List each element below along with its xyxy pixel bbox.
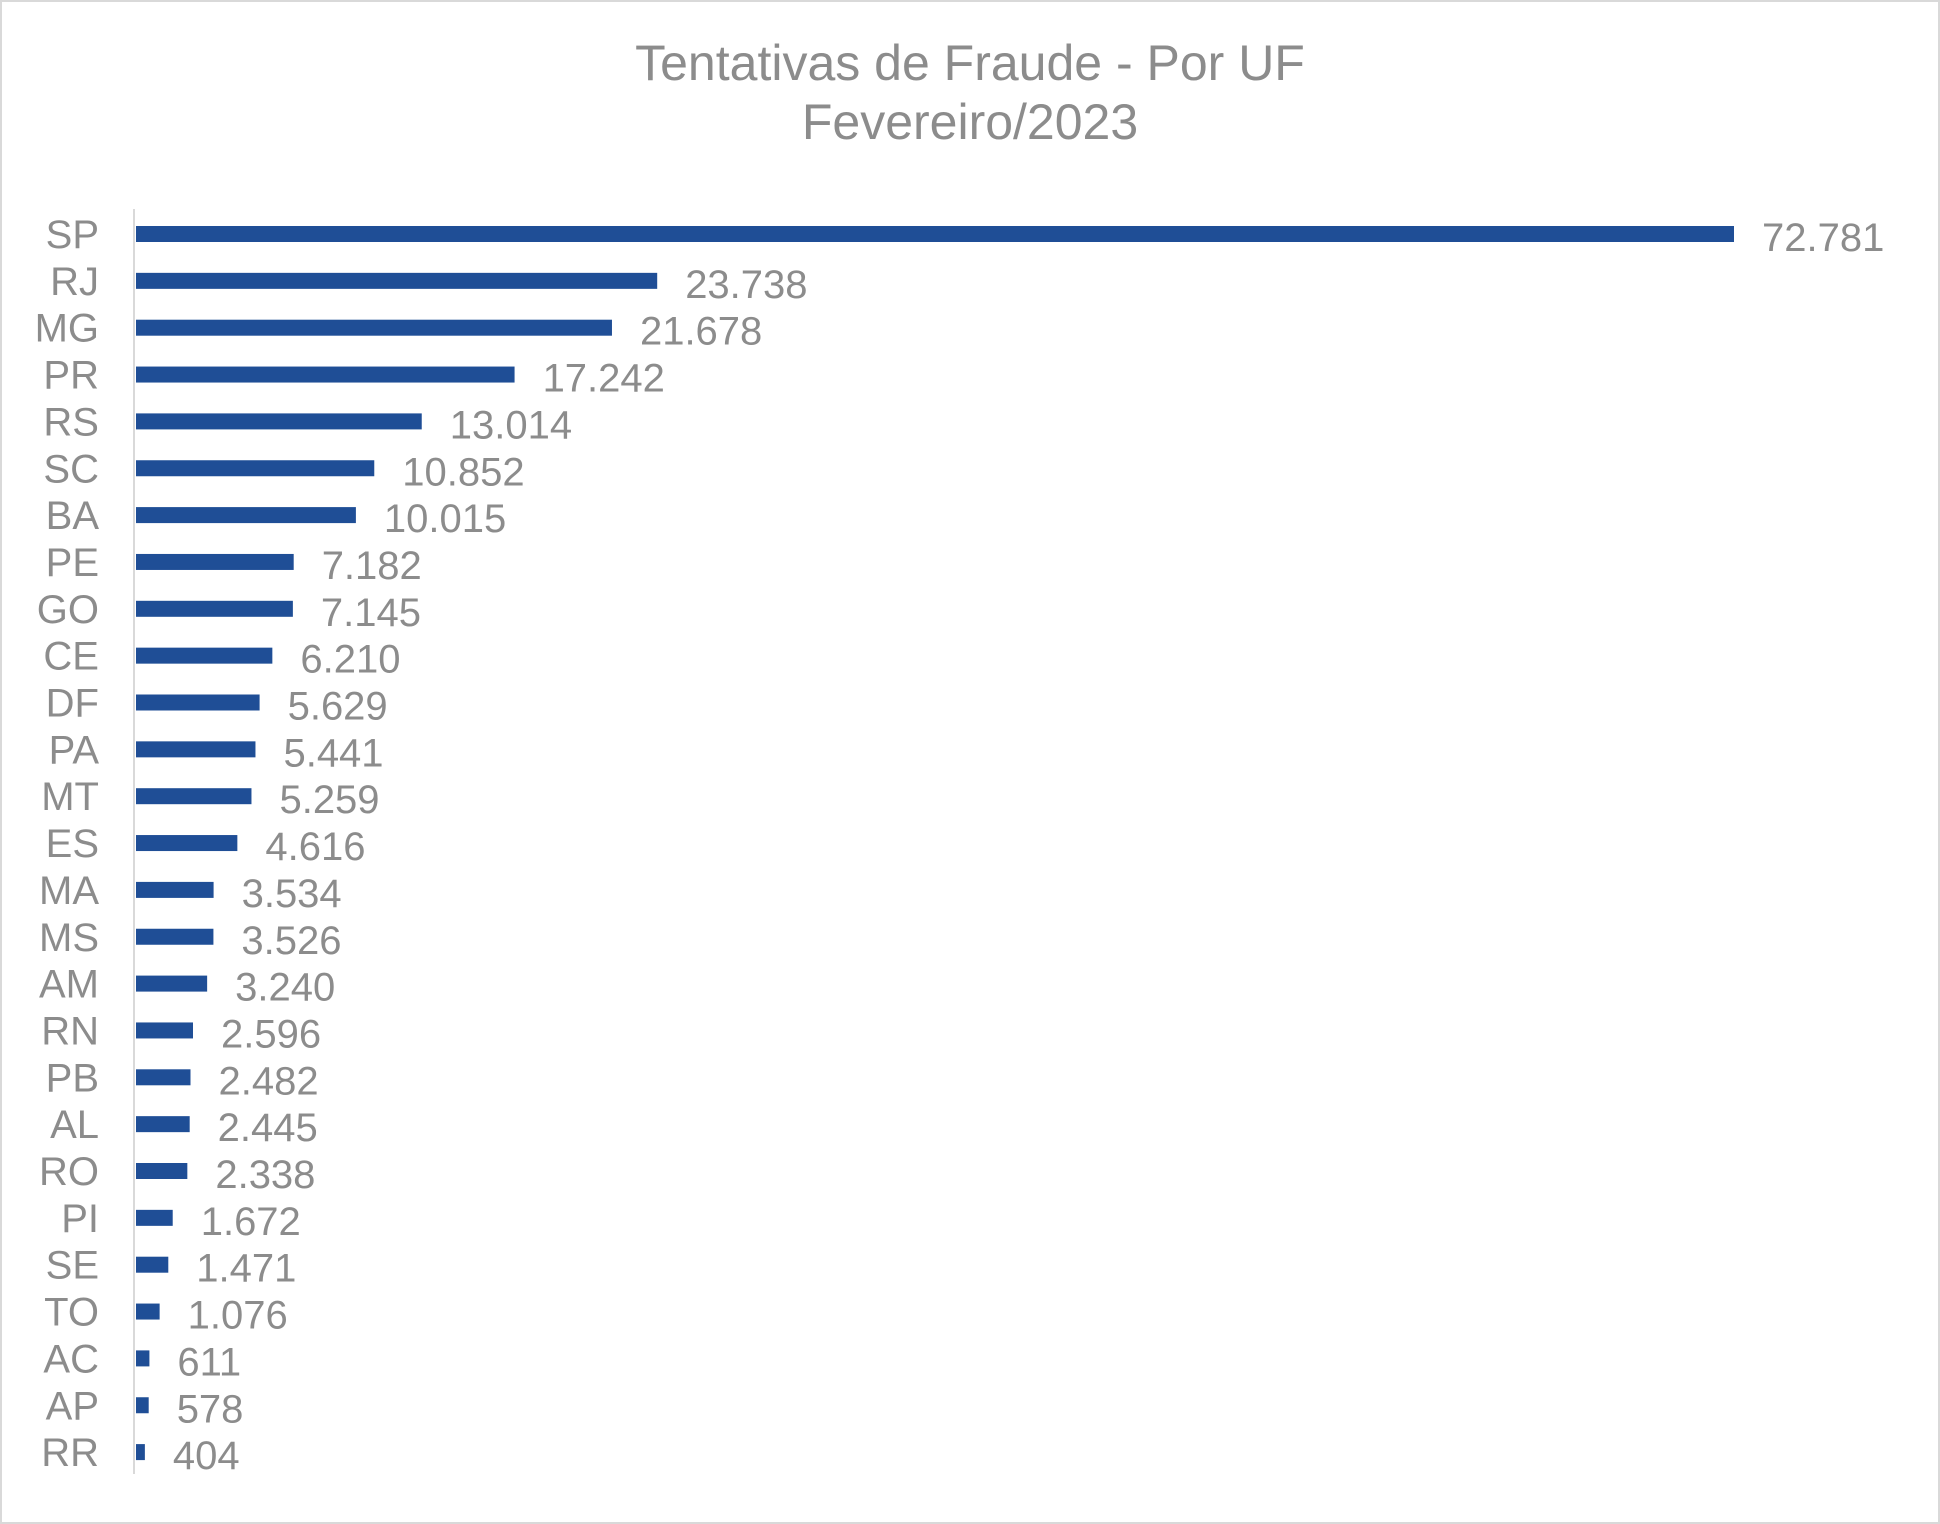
value-label-ba: 10.015 [384,497,506,541]
bar-se [136,1256,169,1273]
category-label-am: AM [39,963,99,1007]
chart-title-block: Tentativas de Fraude - Por UF Fevereiro/… [2,34,1938,152]
category-label-rr: RR [41,1431,99,1475]
value-label-rn: 2.596 [221,1012,321,1056]
bar-mt [136,788,252,805]
category-label-ro: RO [39,1150,99,1194]
category-label-ce: CE [43,635,99,679]
value-label-al: 2.445 [218,1106,318,1150]
value-label-ac: 611 [177,1340,241,1384]
bar-ba [136,507,356,524]
bar-ap [136,1397,149,1414]
value-label-ce: 6.210 [300,638,400,682]
value-label-ap: 578 [177,1387,244,1431]
value-label-ms: 3.526 [241,919,341,963]
value-label-am: 3.240 [235,966,335,1010]
category-label-rj: RJ [50,260,99,304]
value-label-ma: 3.534 [242,872,342,916]
category-label-al: AL [50,1103,99,1147]
value-label-go: 7.145 [321,591,421,635]
bar-pa [136,741,256,758]
bar-rn [136,1022,193,1039]
category-label-pe: PE [46,541,99,585]
bar-es [136,835,238,852]
value-label-rr: 404 [173,1434,240,1478]
category-label-go: GO [37,588,99,632]
bar-pe [136,553,294,570]
value-label-pb: 2.482 [218,1059,318,1103]
value-label-df: 5.629 [288,685,388,729]
bar-al [136,1116,190,1133]
chart-subtitle: Fevereiro/2023 [801,94,1139,150]
value-labels: 72.781 23.73821.67817.24213.01410.85210.0… [173,216,1884,1478]
category-label-rs: RS [43,400,99,444]
category-label-pa: PA [49,728,100,772]
bars-layer [136,226,1734,1461]
bar-pi [136,1209,173,1226]
category-label-pr: PR [43,354,99,398]
category-label-sp: SP [46,213,99,257]
value-label-rs: 13.014 [450,403,572,447]
category-label-ap: AP [46,1384,99,1428]
category-label-se: SE [46,1244,99,1288]
category-labels: SPRJMGPRRSSCBAPEGOCEDFPAMTESMAMSAMRNPBAL… [35,213,100,1475]
chart-title: Tentativas de Fraude - Por UF [635,35,1305,91]
category-label-to: TO [44,1291,99,1335]
bar-pb [136,1069,191,1086]
value-label-mt: 5.259 [279,778,379,822]
bar-ms [136,928,214,945]
bar-rj [136,272,658,289]
bar-ro [136,1163,188,1179]
category-label-rn: RN [41,1009,99,1053]
bar-mg [136,319,612,336]
category-label-ma: MA [39,869,99,913]
bar-go [136,600,293,617]
bar-rs [136,413,422,430]
value-label-es: 4.616 [265,825,365,869]
bar-sc [136,460,375,477]
category-label-ba: BA [46,494,100,538]
value-label-to: 1.076 [188,1294,288,1338]
bar-rr [136,1444,145,1461]
bar-df [136,694,260,711]
category-label-mg: MG [35,307,99,351]
category-label-ac: AC [43,1337,99,1381]
bar-sp [136,226,1734,242]
value-label-pi: 1.672 [201,1200,301,1244]
value-label-pr: 17.242 [543,357,665,401]
value-label-mg: 21.678 [640,310,762,354]
bar-ac [136,1350,150,1367]
value-label-sp: 72.781 [1762,216,1884,260]
bar-am [136,975,208,992]
category-label-sc: SC [43,447,99,491]
bar-pr [136,366,515,383]
category-label-pi: PI [61,1197,99,1241]
category-label-pb: PB [46,1056,99,1100]
value-label-pa: 5.441 [283,731,383,775]
category-label-es: ES [46,822,99,866]
bar-to [136,1303,160,1320]
category-label-mt: MT [41,775,99,819]
value-label-rj: 23.738 [685,263,807,307]
value-label-ro: 2.338 [215,1153,315,1197]
value-label-se: 1.471 [196,1247,296,1291]
category-label-ms: MS [39,916,99,960]
category-label-df: DF [46,682,99,726]
value-label-pe: 7.182 [322,544,422,588]
bar-ce [136,647,273,664]
value-label-sc: 10.852 [402,450,524,494]
bar-ma [136,881,214,898]
